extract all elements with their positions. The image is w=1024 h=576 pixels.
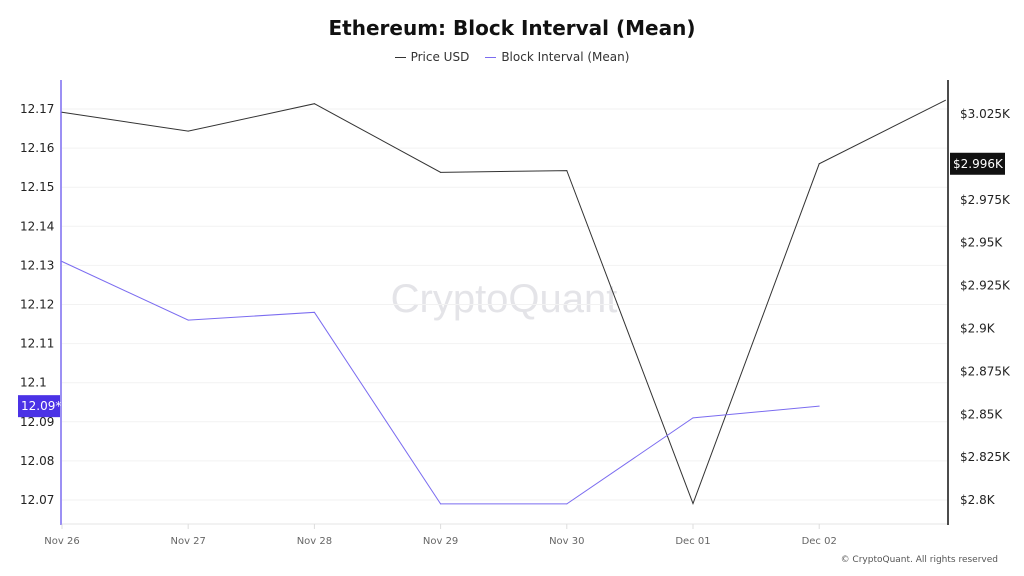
data-point [313, 103, 315, 105]
right-tick-label: $2.85K [960, 407, 1003, 421]
left-tick-label: 12.08 [20, 454, 54, 468]
chart-title: Ethereum: Block Interval (Mean) [328, 16, 696, 40]
right-tick-label: $2.95K [960, 236, 1003, 250]
left-tick-label: 12.17 [20, 102, 54, 116]
data-point [61, 260, 63, 262]
left-tick-label: 12.07 [20, 493, 54, 507]
data-point [187, 130, 189, 132]
right-value-tag-text: $2.996K [953, 157, 1004, 171]
left-tick-label: 12.1 [20, 376, 47, 390]
right-tick-label: $2.8K [960, 493, 996, 507]
right-tick-label: $2.825K [960, 450, 1011, 464]
x-tick-label: Nov 26 [44, 536, 79, 547]
legend-swatch-block-interval [485, 57, 497, 58]
right-tick-label: $2.875K [960, 364, 1011, 378]
left-tick-label: 12.11 [20, 337, 54, 351]
left-tick-label: 12.12 [20, 298, 54, 312]
left-value-tag [18, 395, 60, 418]
legend-item-price[interactable]: Price USD [394, 50, 470, 64]
left-tick-label: 12.13 [20, 258, 54, 272]
legend-label-block-interval: Block Interval (Mean) [501, 50, 630, 64]
left-tick-label: 12.09 [20, 415, 54, 429]
data-point [566, 503, 568, 505]
legend-swatch-price [394, 57, 406, 58]
data-point [692, 417, 694, 419]
right-tick-label: $3.025K [960, 107, 1011, 121]
data-point [692, 503, 694, 505]
data-point [440, 171, 442, 173]
x-tick-label: Nov 28 [297, 536, 332, 547]
x-tick-label: Dec 01 [675, 536, 710, 547]
left-tick-label: 12.14 [20, 219, 54, 233]
data-point [313, 311, 315, 313]
data-point [440, 503, 442, 505]
data-point [61, 111, 63, 113]
data-point [944, 99, 946, 101]
right-value-tag [950, 152, 1005, 175]
right-tick-label: $2.975K [960, 193, 1011, 207]
series-line-price [61, 99, 946, 505]
data-point [187, 319, 189, 321]
right-tick-label: $2.9K [960, 322, 996, 336]
copyright: © CryptoQuant. All rights reserved [840, 555, 998, 565]
legend-label-price: Price USD [410, 50, 470, 64]
left-value-tag-text: 12.09* [21, 399, 61, 413]
legend-item-block-interval[interactable]: Block Interval (Mean) [485, 50, 629, 64]
data-point [818, 405, 820, 407]
data-point [818, 163, 820, 165]
data-point [566, 170, 568, 172]
left-tick-label: 12.15 [20, 180, 54, 194]
legend: Price USD Block Interval (Mean) [0, 50, 1024, 64]
right-tick-label: $2.925K [960, 279, 1011, 293]
watermark: CryptoQuant [391, 277, 618, 321]
x-tick-label: Nov 30 [549, 536, 584, 547]
x-tick-label: Dec 02 [802, 536, 837, 547]
left-tick-label: 12.16 [20, 141, 54, 155]
x-tick-label: Nov 27 [170, 536, 205, 547]
x-tick-label: Nov 29 [423, 536, 458, 547]
